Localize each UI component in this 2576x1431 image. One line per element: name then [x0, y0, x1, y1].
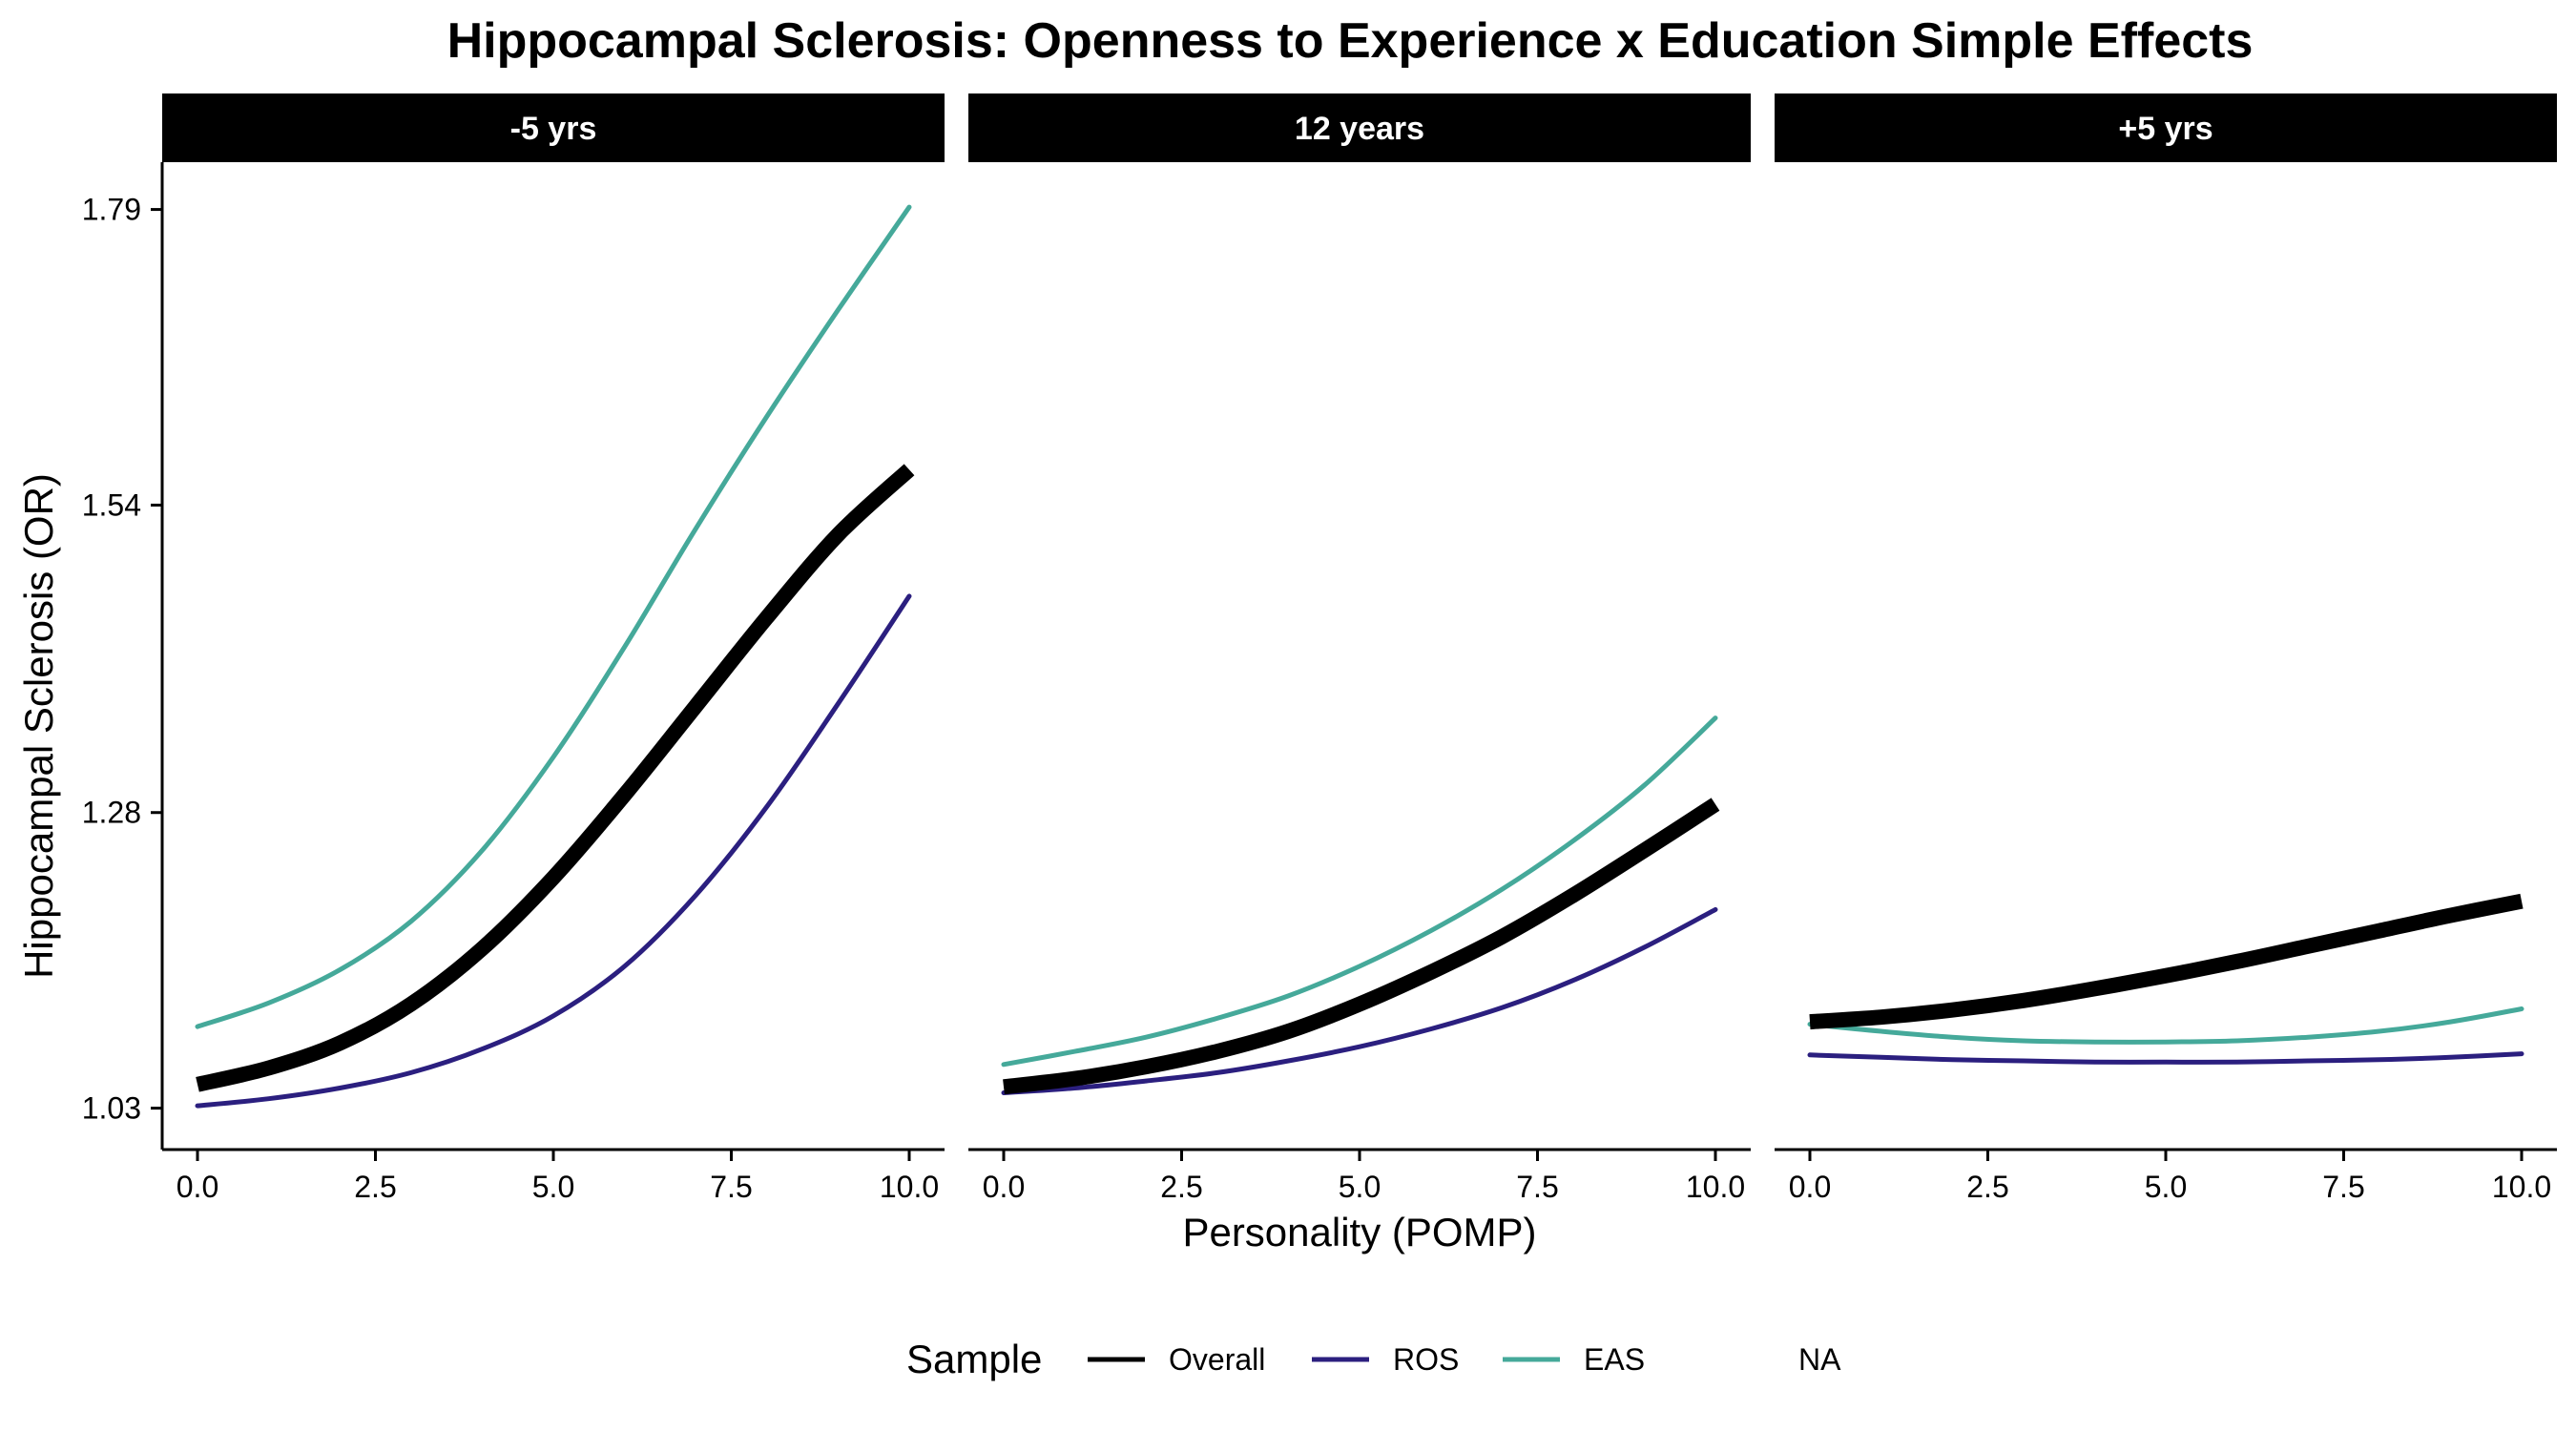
- y-tick-label: 1.54: [82, 487, 141, 522]
- legend-label-na: NA: [1798, 1342, 1841, 1377]
- panels: -5 yrs 0.0 2.5 5.0 7.5 10.0 12 years 0.0 2.5 5.0 7…: [162, 93, 2557, 1204]
- facet-strip-label: 12 years: [1295, 111, 1424, 147]
- x-tick-label: 10.0: [1686, 1170, 1745, 1204]
- panel-3: +5 yrs 0.0 2.5 5.0 7.5 10.0: [1775, 93, 2557, 1204]
- x-tick-label: 0.0: [177, 1170, 218, 1204]
- series-line-overall: [196, 464, 915, 1092]
- x-tick-label: 0.0: [1789, 1170, 1831, 1204]
- x-tick-label: 5.0: [1339, 1170, 1381, 1204]
- x-tick-label: 2.5: [1966, 1170, 2008, 1204]
- x-tick-label: 5.0: [2145, 1170, 2187, 1204]
- x-tick-label: 10.0: [2492, 1170, 2551, 1204]
- legend-label-ros: ROS: [1393, 1342, 1459, 1377]
- legend-title: Sample: [906, 1337, 1042, 1381]
- x-tick-label: 5.0: [532, 1170, 574, 1204]
- legend: Sample Overall ROS EAS NA: [906, 1337, 1841, 1381]
- x-tick-label: 2.5: [354, 1170, 396, 1204]
- chart-title: Hippocampal Sclerosis: Openness to Exper…: [447, 13, 2254, 69]
- y-axis-title: Hippocampal Sclerosis (OR): [16, 473, 61, 979]
- series-line-eas: [1807, 1006, 2524, 1045]
- facet-strip-label: +5 yrs: [2118, 111, 2212, 147]
- facet-strip-label: -5 yrs: [510, 111, 597, 147]
- series-line-ros: [1807, 1051, 2524, 1065]
- panel-2: 12 years 0.0 2.5 5.0 7.5 10.0: [968, 93, 1751, 1204]
- x-tick-label: 0.0: [983, 1170, 1025, 1204]
- series-line-ros: [195, 593, 912, 1109]
- series-line-overall: [1003, 798, 1720, 1095]
- y-axis: 1.03 1.28 1.54 1.79: [82, 162, 164, 1150]
- x-tick-label: 7.5: [2322, 1170, 2364, 1204]
- x-tick-label: 10.0: [880, 1170, 939, 1204]
- x-tick-label: 7.5: [710, 1170, 752, 1204]
- series-line-overall: [1809, 893, 2524, 1030]
- facet-strip: [968, 93, 1751, 162]
- series-line-eas: [1001, 716, 1718, 1068]
- legend-label-eas: EAS: [1584, 1342, 1645, 1377]
- y-tick-label: 1.79: [82, 193, 141, 227]
- legend-label-overall: Overall: [1169, 1342, 1265, 1377]
- facet-strip: [162, 93, 945, 162]
- series-line-eas: [195, 204, 912, 1029]
- x-tick-label: 2.5: [1160, 1170, 1202, 1204]
- facet-strip: [1775, 93, 2557, 162]
- series-line-ros: [1001, 906, 1718, 1095]
- panel-1: -5 yrs 0.0 2.5 5.0 7.5 10.0: [162, 93, 945, 1204]
- x-axis-title: Personality (POMP): [1182, 1210, 1536, 1255]
- y-tick-label: 1.28: [82, 796, 141, 830]
- x-tick-label: 7.5: [1516, 1170, 1558, 1204]
- y-tick-label: 1.03: [82, 1091, 141, 1126]
